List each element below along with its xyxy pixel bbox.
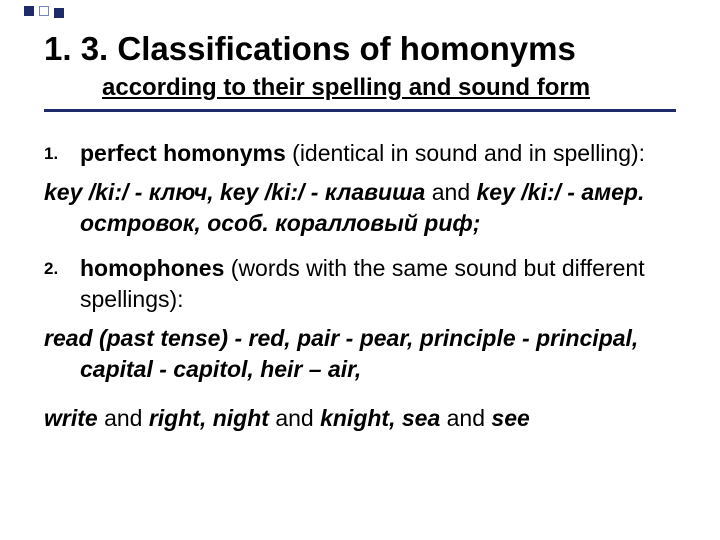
example-line: write and right, night and knight, sea a… — [44, 403, 676, 434]
slide-body: 1. perfect homonyms (identical in sound … — [44, 138, 676, 434]
slide-subtitle: according to their spelling and sound fo… — [102, 74, 676, 103]
example-text: see — [491, 405, 529, 431]
example-text: sea — [402, 405, 440, 431]
example-text: right — [149, 405, 200, 431]
item-rest: (identical in sound and in spelling): — [292, 140, 645, 166]
example-line: read (past tense) - red, pair - pear, pr… — [44, 323, 676, 385]
example-text: read (past tense) - red, pair - pear, pr… — [44, 325, 638, 382]
item-lead: homophones — [80, 255, 231, 281]
example-line: key /ki:/ - ключ, key /ki:/ - клавиша an… — [44, 177, 676, 239]
example-text: , — [389, 405, 402, 431]
item-number: 2. — [44, 253, 80, 315]
connector-text: and — [425, 179, 476, 205]
connector-text: and — [440, 405, 491, 431]
connector-text: and — [269, 405, 320, 431]
square-icon — [54, 8, 64, 18]
example-text: night — [213, 405, 269, 431]
item-number: 1. — [44, 138, 80, 169]
list-item: 2. homophones (words with the same sound… — [44, 253, 676, 315]
square-icon — [24, 6, 34, 16]
item-lead: perfect homonyms — [80, 140, 292, 166]
example-text: , — [200, 405, 213, 431]
example-text: write — [44, 405, 98, 431]
square-icon — [39, 6, 49, 16]
slide-title: 1. 3. Classifications of homonyms — [44, 30, 676, 68]
item-text: perfect homonyms (identical in sound and… — [80, 138, 676, 169]
example-text: knight — [320, 405, 389, 431]
corner-squares — [24, 6, 64, 18]
example-text: key /ki:/ - ключ, key /ki:/ - клавиша — [44, 179, 425, 205]
title-block: 1. 3. Classifications of homonyms accord… — [44, 30, 676, 112]
slide: 1. 3. Classifications of homonyms accord… — [0, 0, 720, 540]
item-text: homophones (words with the same sound bu… — [80, 253, 676, 315]
list-item: 1. perfect homonyms (identical in sound … — [44, 138, 676, 169]
connector-text: and — [98, 405, 149, 431]
